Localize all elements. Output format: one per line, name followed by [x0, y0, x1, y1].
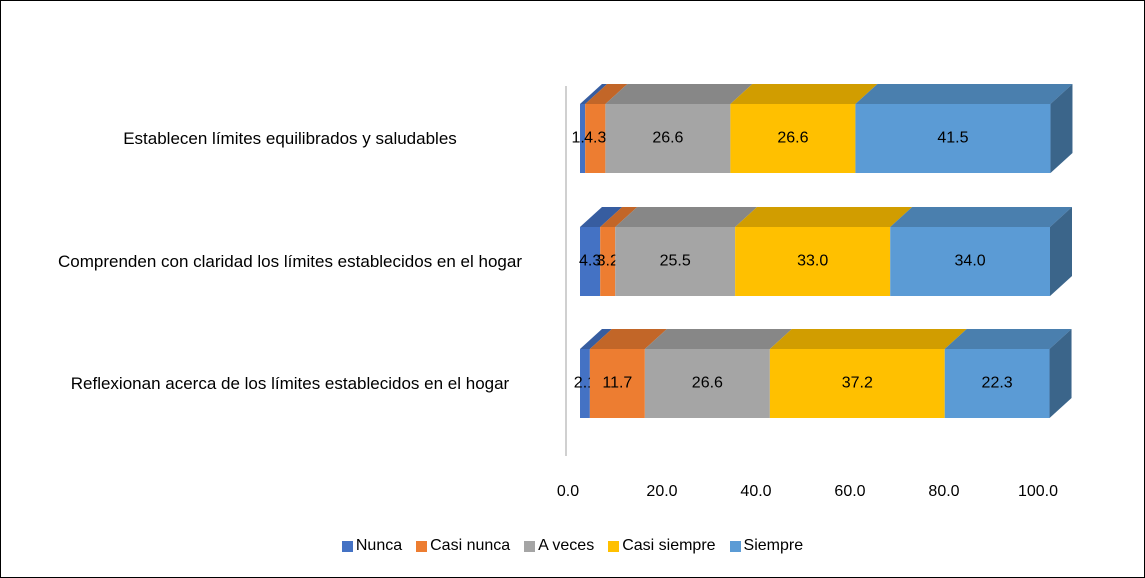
bar-side-shade [1049, 329, 1072, 418]
bar [890, 227, 1050, 296]
legend-label: Nunca [355, 537, 403, 554]
value-label: 26.6 [692, 375, 723, 392]
bar-top [730, 84, 878, 104]
bar-top-shade [600, 207, 638, 227]
bar-top [600, 207, 638, 227]
x-tick-label: 20.0 [646, 483, 677, 500]
bar [615, 227, 736, 296]
bar-top [890, 207, 1072, 227]
bar-top-shade [585, 84, 628, 104]
bar-top-shade [855, 84, 1073, 104]
legend-label: Casi nunca [430, 537, 511, 554]
value-label: 34.0 [955, 253, 986, 270]
bar-top-shade [944, 329, 1072, 349]
bar-side-shade [1050, 84, 1073, 173]
bar-top-shade [580, 207, 623, 227]
legend-swatch [524, 540, 536, 552]
bar-top-shade [890, 207, 1072, 227]
legend: Nunca Casi nunca A veces Casi siempre Siempr… [0, 537, 1145, 555]
legend-swatch [341, 540, 353, 552]
bar-top-shade [580, 84, 608, 104]
value-label: 11.7 [602, 375, 632, 392]
bar-top-shade [589, 329, 667, 349]
bar [644, 349, 770, 418]
bar-top-shade [769, 329, 967, 349]
bar-top-shade [735, 207, 913, 227]
legend-swatch [608, 540, 620, 552]
category-label: Comprenden con claridad los límites esta… [58, 251, 522, 271]
legend-item: Casi siempre [608, 537, 716, 555]
bar-side-shade [1050, 207, 1072, 296]
value-label: 4.3 [579, 253, 601, 270]
bar-top [585, 84, 628, 104]
bar [605, 104, 731, 173]
legend-swatch [416, 540, 428, 552]
value-label: 25.5 [660, 253, 691, 270]
bar-top [580, 329, 612, 349]
x-tick-label: 60.0 [834, 483, 865, 500]
value-label: 26.6 [777, 130, 808, 147]
bar-top-shade [644, 329, 792, 349]
bar-top [644, 329, 792, 349]
bar [735, 227, 891, 296]
bar-top [769, 329, 967, 349]
bar [769, 349, 945, 418]
bar [580, 349, 590, 418]
bar-side [1050, 84, 1073, 173]
bar-top [855, 84, 1073, 104]
bar-top [589, 329, 667, 349]
bar [580, 227, 601, 296]
category-label: Establecen límites equilibrados y saluda… [123, 128, 457, 148]
x-tick-label: 40.0 [740, 483, 771, 500]
bar-top-shade [605, 84, 753, 104]
legend-label: A veces [538, 537, 595, 554]
bar-top [580, 207, 623, 227]
bar-top [605, 84, 753, 104]
bar-top-shade [615, 207, 758, 227]
value-label: 37.2 [842, 375, 873, 392]
bar [730, 104, 856, 173]
bar [855, 104, 1051, 173]
bar-top [944, 329, 1072, 349]
legend-label: Siempre [743, 537, 804, 554]
bar-side [1050, 207, 1072, 296]
bar [580, 104, 586, 173]
legend-item: Casi nunca [416, 537, 510, 555]
bar [944, 349, 1050, 418]
value-label: 4.3 [584, 130, 606, 147]
category-label: Reflexionan acerca de los límites establ… [70, 373, 510, 393]
x-tick-label: 80.0 [928, 483, 959, 500]
bar-side [1049, 329, 1072, 418]
bar-top-shade [730, 84, 878, 104]
value-label: 26.6 [652, 130, 683, 147]
x-tick-label: 100.0 [1018, 483, 1058, 500]
value-label: 3.2 [597, 253, 619, 270]
bar [600, 227, 616, 296]
legend-item: Nunca [341, 537, 403, 555]
bar-top [580, 84, 608, 104]
value-label: 33.0 [797, 253, 828, 270]
bar [589, 349, 645, 418]
bar [585, 104, 606, 173]
bar-top [735, 207, 913, 227]
legend-swatch [729, 540, 741, 552]
bar-top-shade [580, 329, 612, 349]
legend-item: Siempre [729, 537, 804, 555]
bar-top [615, 207, 758, 227]
x-tick-label: 0.0 [557, 483, 579, 500]
legend-label: Casi siempre [622, 537, 716, 554]
value-label: 41.5 [937, 130, 968, 147]
value-label: 22.3 [982, 375, 1013, 392]
legend-item: A veces [524, 537, 594, 555]
